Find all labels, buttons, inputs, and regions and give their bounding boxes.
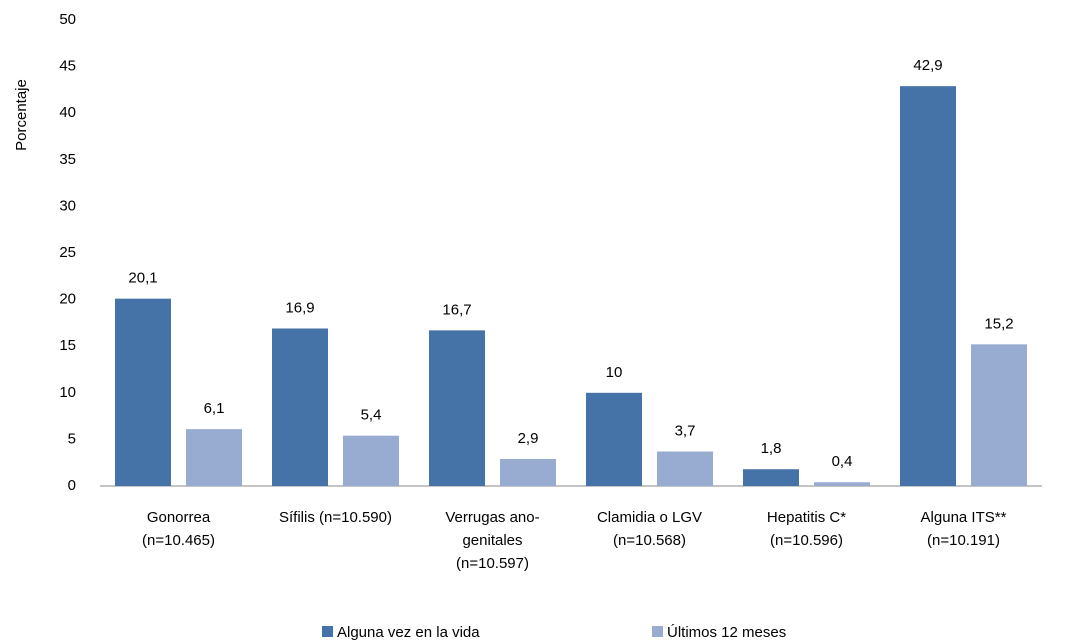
data-label: 16,7: [442, 301, 471, 318]
y-tick-label: 45: [59, 58, 76, 75]
bar: [343, 435, 399, 486]
bar: [586, 392, 642, 486]
x-tick-line: (n=10.191): [927, 532, 1000, 549]
legend-label: Alguna vez en la vida: [337, 624, 480, 641]
y-axis-label: Porcentaje: [13, 79, 30, 151]
bar: [500, 458, 556, 486]
bar: [900, 86, 956, 486]
data-label: 16,9: [285, 299, 314, 316]
x-tick-line: Alguna ITS**: [921, 509, 1007, 526]
x-tick-line: Hepatitis C*: [767, 509, 846, 526]
data-label: 10: [606, 364, 623, 381]
data-label: 2,9: [518, 430, 539, 447]
y-tick-label: 35: [59, 151, 76, 168]
y-tick-label: 20: [59, 291, 76, 308]
y-tick-label: 5: [68, 430, 76, 447]
x-tick-label: Alguna ITS** (n=10.191): [921, 509, 1007, 549]
bar: [429, 330, 485, 486]
y-tick-label: 25: [59, 244, 76, 261]
x-tick-label: Gonorrea (n=10.465): [142, 509, 215, 549]
legend-swatch: [652, 626, 663, 637]
data-label: 42,9: [913, 57, 942, 74]
data-label: 5,4: [361, 407, 382, 424]
y-tick-label: 15: [59, 337, 76, 354]
y-tick-label: 50: [59, 11, 76, 28]
bar: [814, 482, 870, 486]
x-tick-label: Clamidia o LGV (n=10.568): [597, 509, 702, 549]
y-tick-label: 10: [59, 384, 76, 401]
x-tick-label: Hepatitis C* (n=10.596): [767, 509, 846, 549]
x-tick-line: (n=10.597): [456, 555, 529, 572]
x-tick-line: (n=10.596): [770, 532, 843, 549]
x-tick-line: genitales: [462, 532, 522, 549]
y-tick-label: 0: [68, 477, 76, 494]
bar: [186, 429, 242, 486]
data-label: 0,4: [832, 453, 853, 470]
x-tick-label: Verrugas ano-genitales (n=10.597): [445, 509, 539, 572]
data-label: 3,7: [675, 422, 696, 439]
legend-label: Últimos 12 meses: [667, 624, 786, 641]
bar: [657, 451, 713, 486]
bar: [743, 469, 799, 486]
x-tick-line: Gonorrea: [147, 509, 211, 526]
bar: [971, 344, 1027, 486]
x-tick-line: (n=10.465): [142, 532, 215, 549]
y-tick-label: 40: [59, 104, 76, 121]
legend-swatch: [322, 626, 333, 637]
data-label: 6,1: [204, 400, 225, 417]
data-label: 1,8: [761, 440, 782, 457]
x-tick-label: Sífilis (n=10.590): [279, 509, 392, 526]
x-tick-line: Sífilis (n=10.590): [279, 509, 392, 526]
x-tick-line: Clamidia o LGV: [597, 509, 702, 526]
x-tick-line: Verrugas ano-: [445, 509, 539, 526]
x-tick-line: (n=10.568): [613, 532, 686, 549]
bar: [272, 328, 328, 486]
data-label: 20,1: [128, 270, 157, 287]
data-label: 15,2: [984, 315, 1013, 332]
bar: [115, 298, 171, 486]
y-tick-label: 30: [59, 197, 76, 214]
